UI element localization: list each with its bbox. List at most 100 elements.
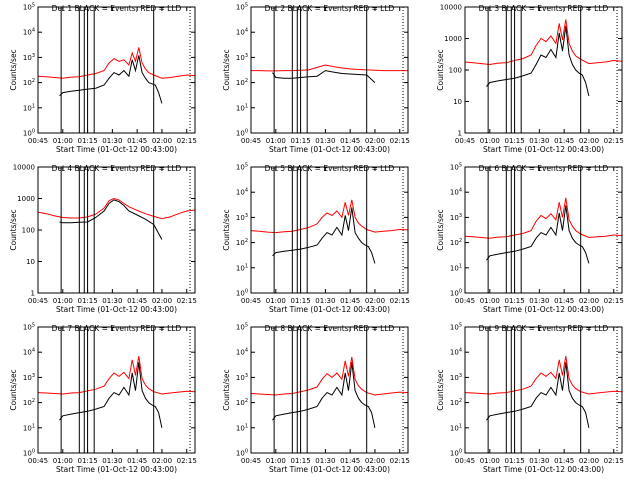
y-tick-label: 102	[23, 78, 35, 87]
x-tick-label: 02:15	[390, 137, 410, 145]
y-axis-label: Counts/sec	[9, 49, 18, 90]
chart-panel-5: 00:45 01:00 01:15 01:30 01:45 02:00 02:15 100 10…	[222, 163, 410, 315]
chart-panel-4: 00:45 01:00 01:15 01:30 01:45 02:00 02:15 1 10 10…	[9, 164, 197, 315]
x-tick-label: 01:15	[504, 297, 524, 305]
x-tick-label: 01:30	[529, 137, 549, 145]
series-line-lld	[465, 19, 622, 66]
x-tick-label: 02:15	[604, 137, 624, 145]
x-tick-label: 00:45	[455, 457, 475, 465]
y-axis-label: Counts/sec	[9, 209, 18, 250]
plot-frame	[250, 326, 409, 454]
x-tick-label: 02:15	[177, 297, 197, 305]
y-tick-label: 102	[236, 398, 248, 407]
plot-frame	[464, 166, 623, 294]
x-tick-label: 01:00	[266, 457, 286, 465]
series-line-events	[59, 199, 163, 240]
x-tick-label: 01:30	[315, 137, 335, 145]
x-tick-label: 01:00	[480, 457, 500, 465]
y-tick-label: 100	[450, 289, 462, 298]
y-tick-label: 105	[23, 3, 35, 12]
x-tick-label: 02:00	[152, 457, 172, 465]
y-axis-label: Counts/sec	[436, 209, 445, 250]
y-tick-label: 101	[450, 263, 462, 272]
x-tick-label: 00:45	[241, 457, 261, 465]
panel-title: Det 1 BLACK = Events, RED = LLD	[52, 4, 182, 13]
series-line-events	[272, 70, 376, 83]
y-tick-label: 103	[23, 53, 35, 62]
series-line-lld	[251, 64, 408, 72]
x-tick-label: 00:45	[28, 457, 48, 465]
plot-frame	[250, 6, 409, 134]
chart-panel-6: 00:45 01:00 01:15 01:30 01:45 02:00 02:15 100 10…	[436, 163, 624, 315]
chart-panel-9: 00:45 01:00 01:15 01:30 01:45 02:00 02:15 100 10…	[436, 323, 624, 475]
y-tick-label: 100	[236, 289, 248, 298]
y-tick-label: 102	[236, 78, 248, 87]
y-tick-label: 10	[453, 98, 462, 106]
x-tick-label: 02:00	[365, 137, 385, 145]
x-tick-label: 01:00	[480, 137, 500, 145]
y-axis-label: Counts/sec	[436, 49, 445, 90]
panel-title: Det 8 BLACK = Events, RED = LLD	[265, 324, 395, 333]
series-line-lld	[38, 197, 195, 220]
y-tick-label: 100	[236, 129, 248, 138]
y-tick-label: 104	[450, 188, 462, 197]
y-tick-label: 103	[450, 213, 462, 222]
y-tick-label: 100	[236, 449, 248, 458]
y-tick-label: 100	[23, 449, 35, 458]
plot-frame	[464, 326, 623, 454]
plot-frame	[37, 326, 196, 454]
series-line-events	[59, 362, 163, 428]
x-tick-label: 00:45	[28, 297, 48, 305]
y-axis-label: Counts/sec	[9, 369, 18, 410]
series-line-events	[272, 362, 376, 428]
x-tick-label: 01:45	[340, 297, 360, 305]
y-axis-label: Counts/sec	[436, 369, 445, 410]
y-tick-label: 104	[236, 188, 248, 197]
y-tick-label: 1	[31, 290, 35, 298]
y-axis-label: Counts/sec	[222, 369, 231, 410]
y-tick-label: 104	[23, 348, 35, 357]
x-tick-label: 01:30	[315, 457, 335, 465]
x-axis-label: Start Time (01-Oct-12 00:43:00)	[483, 145, 604, 154]
y-tick-label: 1000	[17, 195, 35, 203]
y-tick-label: 103	[450, 373, 462, 382]
y-tick-label: 101	[236, 263, 248, 272]
chart-panel-8: 00:45 01:00 01:15 01:30 01:45 02:00 02:15 100 10…	[222, 323, 410, 475]
series-line-lld	[465, 356, 622, 395]
x-tick-label: 01:00	[266, 137, 286, 145]
x-tick-label: 01:45	[127, 297, 147, 305]
y-tick-label: 104	[236, 348, 248, 357]
y-tick-label: 104	[450, 348, 462, 357]
y-tick-label: 102	[450, 398, 462, 407]
x-tick-label: 01:30	[102, 137, 122, 145]
y-tick-label: 101	[450, 423, 462, 432]
x-tick-label: 02:00	[365, 297, 385, 305]
series-line-events	[486, 362, 590, 428]
panel-title: Det 4 BLACK = Events, RED = LLD	[52, 164, 182, 173]
y-tick-label: 101	[23, 103, 35, 112]
x-tick-label: 02:15	[390, 457, 410, 465]
x-tick-label: 01:15	[504, 457, 524, 465]
x-tick-label: 02:15	[177, 137, 197, 145]
x-tick-label: 01:30	[315, 297, 335, 305]
series-line-lld	[251, 199, 408, 234]
y-tick-label: 105	[236, 163, 248, 172]
series-line-lld	[465, 197, 622, 239]
x-tick-label: 02:00	[579, 137, 599, 145]
x-axis-label: Start Time (01-Oct-12 00:43:00)	[56, 305, 177, 314]
y-tick-label: 1	[458, 130, 462, 138]
x-tick-label: 01:30	[529, 297, 549, 305]
y-tick-label: 103	[23, 373, 35, 382]
x-axis-label: Start Time (01-Oct-12 00:43:00)	[483, 305, 604, 314]
y-tick-label: 103	[236, 373, 248, 382]
x-tick-label: 01:30	[529, 457, 549, 465]
x-axis-label: Start Time (01-Oct-12 00:43:00)	[269, 305, 390, 314]
y-tick-label: 105	[23, 323, 35, 332]
x-tick-label: 01:30	[102, 457, 122, 465]
y-tick-label: 104	[23, 28, 35, 37]
x-tick-label: 01:15	[77, 297, 97, 305]
chart-panel-2: 00:45 01:00 01:15 01:30 01:45 02:00 02:15 100 10…	[222, 3, 410, 155]
y-tick-label: 100	[23, 129, 35, 138]
x-tick-label: 01:45	[127, 137, 147, 145]
